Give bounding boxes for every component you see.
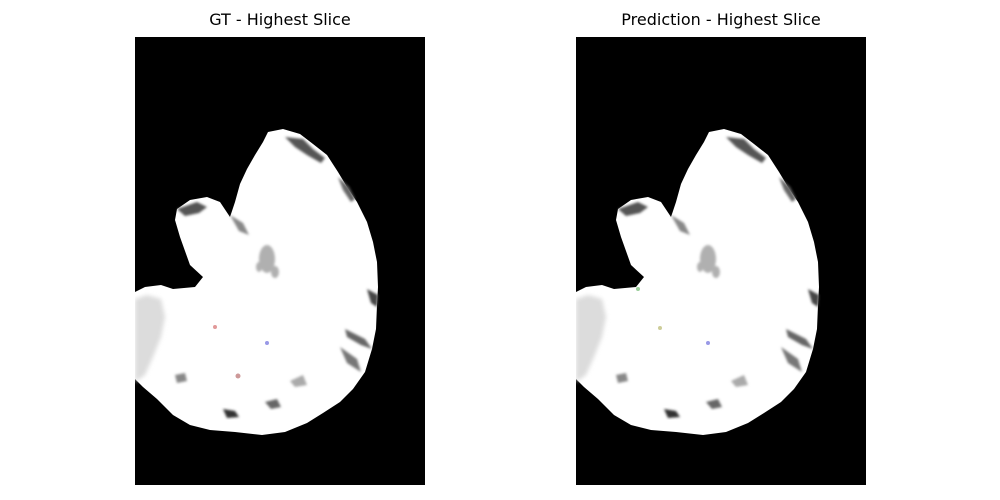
gt-panel: GT - Highest Slice <box>135 0 425 500</box>
prediction-slice-svg <box>576 37 866 485</box>
gt-slice-svg <box>135 37 425 485</box>
gt-overlay-dot <box>265 341 269 345</box>
prediction-panel-title: Prediction - Highest Slice <box>621 10 821 29</box>
prediction-panel: Prediction - Highest Slice <box>576 0 866 500</box>
prediction-overlay-dot <box>706 341 710 345</box>
gt-overlay-dot <box>213 325 217 329</box>
prediction-overlay-dot <box>636 287 640 291</box>
gt-slice-image <box>135 37 425 485</box>
prediction-overlay-dot <box>658 326 662 330</box>
gt-overlay-dot <box>235 373 241 379</box>
gt-panel-title: GT - Highest Slice <box>209 10 351 29</box>
gt-grey-region <box>135 295 165 382</box>
prediction-slice-image <box>576 37 866 485</box>
